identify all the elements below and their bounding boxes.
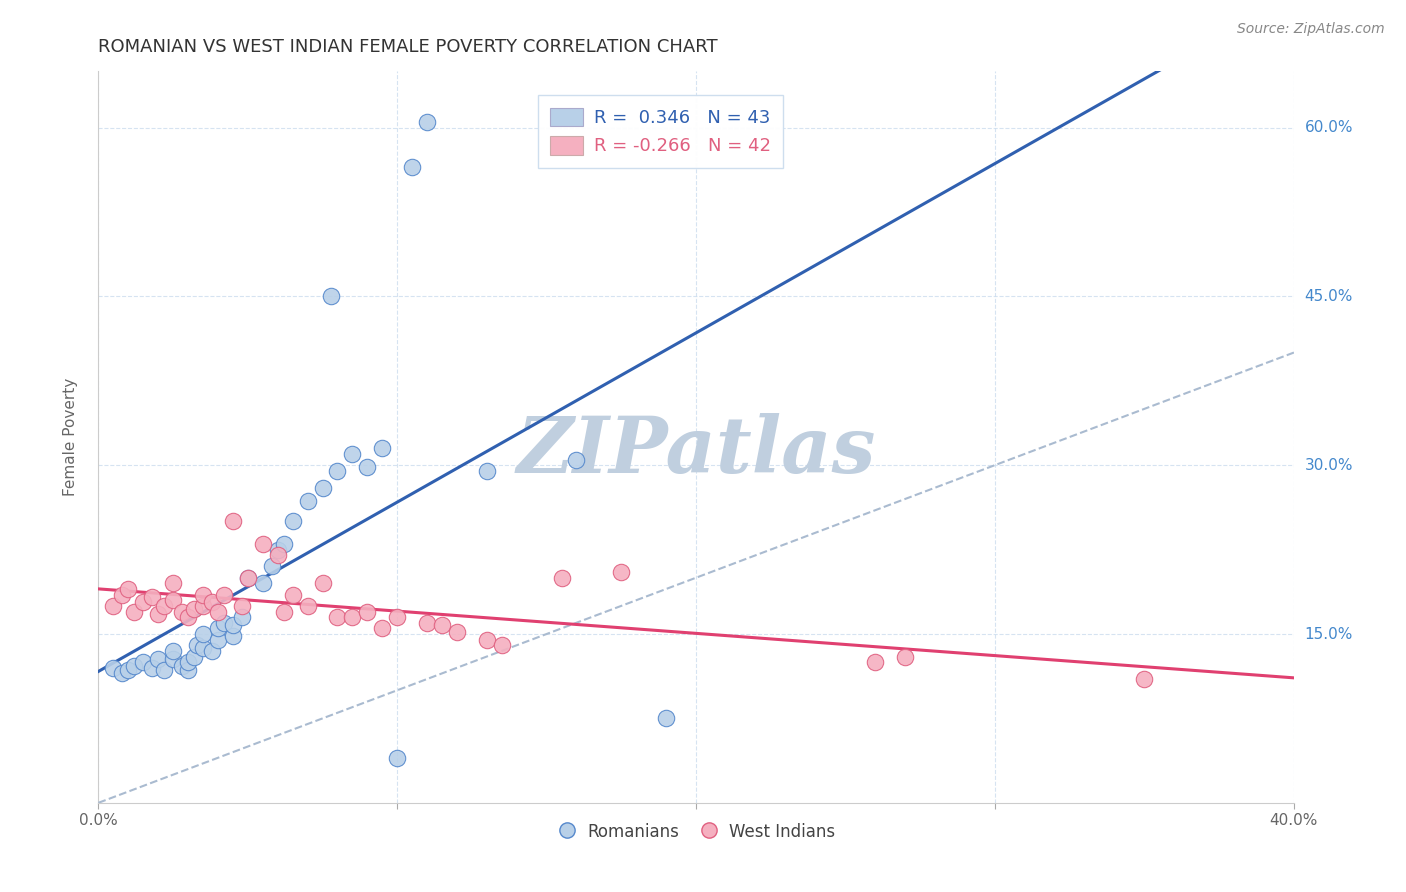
Point	[191, 627, 214, 641]
Point	[385, 610, 409, 624]
Point	[655, 711, 678, 725]
Text: 60.0%: 60.0%	[1305, 120, 1353, 135]
Point	[162, 576, 184, 591]
Point	[550, 571, 572, 585]
Point	[252, 576, 274, 591]
Point	[231, 599, 253, 613]
Point	[148, 652, 170, 666]
Text: ZIPatlas: ZIPatlas	[516, 414, 876, 490]
Point	[111, 666, 134, 681]
Point	[865, 655, 887, 669]
Point	[236, 571, 259, 585]
Point	[475, 464, 498, 478]
Text: ROMANIAN VS WEST INDIAN FEMALE POVERTY CORRELATION CHART: ROMANIAN VS WEST INDIAN FEMALE POVERTY C…	[98, 38, 718, 56]
Point	[260, 559, 283, 574]
Text: 30.0%: 30.0%	[1305, 458, 1353, 473]
Point	[1133, 672, 1156, 686]
Point	[162, 644, 184, 658]
Point	[430, 618, 453, 632]
Point	[610, 565, 633, 579]
Point	[117, 663, 139, 677]
Point	[153, 599, 176, 613]
Point	[273, 537, 295, 551]
Point	[236, 571, 259, 585]
Point	[342, 610, 364, 624]
Point	[446, 624, 468, 639]
Point	[371, 442, 394, 456]
Point	[222, 629, 245, 643]
Point	[162, 652, 184, 666]
Point	[311, 576, 333, 591]
Point	[416, 115, 439, 129]
Point	[401, 160, 423, 174]
Point	[212, 615, 235, 630]
Text: Source: ZipAtlas.com: Source: ZipAtlas.com	[1237, 22, 1385, 37]
Point	[207, 621, 229, 635]
Point	[132, 655, 155, 669]
Point	[297, 599, 319, 613]
Point	[326, 610, 349, 624]
Point	[103, 599, 125, 613]
Point	[148, 607, 170, 621]
Point	[326, 464, 349, 478]
Point	[183, 649, 205, 664]
Text: 15.0%: 15.0%	[1305, 626, 1353, 641]
Point	[162, 593, 184, 607]
Point	[103, 661, 125, 675]
Point	[191, 599, 214, 613]
Point	[183, 602, 205, 616]
Point	[177, 663, 200, 677]
Point	[207, 632, 229, 647]
Point	[273, 605, 295, 619]
Y-axis label: Female Poverty: Female Poverty	[63, 378, 77, 496]
Point	[281, 515, 304, 529]
Point	[212, 588, 235, 602]
Point	[267, 548, 290, 562]
Point	[222, 618, 245, 632]
Point	[132, 595, 155, 609]
Point	[186, 638, 208, 652]
Point	[385, 751, 409, 765]
Point	[177, 610, 200, 624]
Point	[153, 663, 176, 677]
Point	[231, 610, 253, 624]
Point	[172, 658, 194, 673]
Point	[321, 289, 343, 303]
Point	[342, 447, 364, 461]
Point	[252, 537, 274, 551]
Point	[281, 588, 304, 602]
Point	[356, 605, 378, 619]
Point	[141, 661, 163, 675]
Point	[491, 638, 513, 652]
Point	[416, 615, 439, 630]
Point	[371, 621, 394, 635]
Point	[124, 658, 146, 673]
Point	[201, 595, 224, 609]
Point	[111, 588, 134, 602]
Point	[267, 542, 290, 557]
Point	[117, 582, 139, 596]
Point	[297, 494, 319, 508]
Point	[177, 655, 200, 669]
Point	[475, 632, 498, 647]
Point	[356, 460, 378, 475]
Text: 45.0%: 45.0%	[1305, 289, 1353, 304]
Point	[201, 644, 224, 658]
Point	[124, 605, 146, 619]
Point	[141, 590, 163, 604]
Point	[172, 605, 194, 619]
Point	[207, 605, 229, 619]
Point	[222, 515, 245, 529]
Point	[311, 481, 333, 495]
Point	[894, 649, 917, 664]
Point	[565, 452, 588, 467]
Point	[191, 588, 214, 602]
Point	[191, 640, 214, 655]
Legend: Romanians, West Indians: Romanians, West Indians	[548, 814, 844, 849]
